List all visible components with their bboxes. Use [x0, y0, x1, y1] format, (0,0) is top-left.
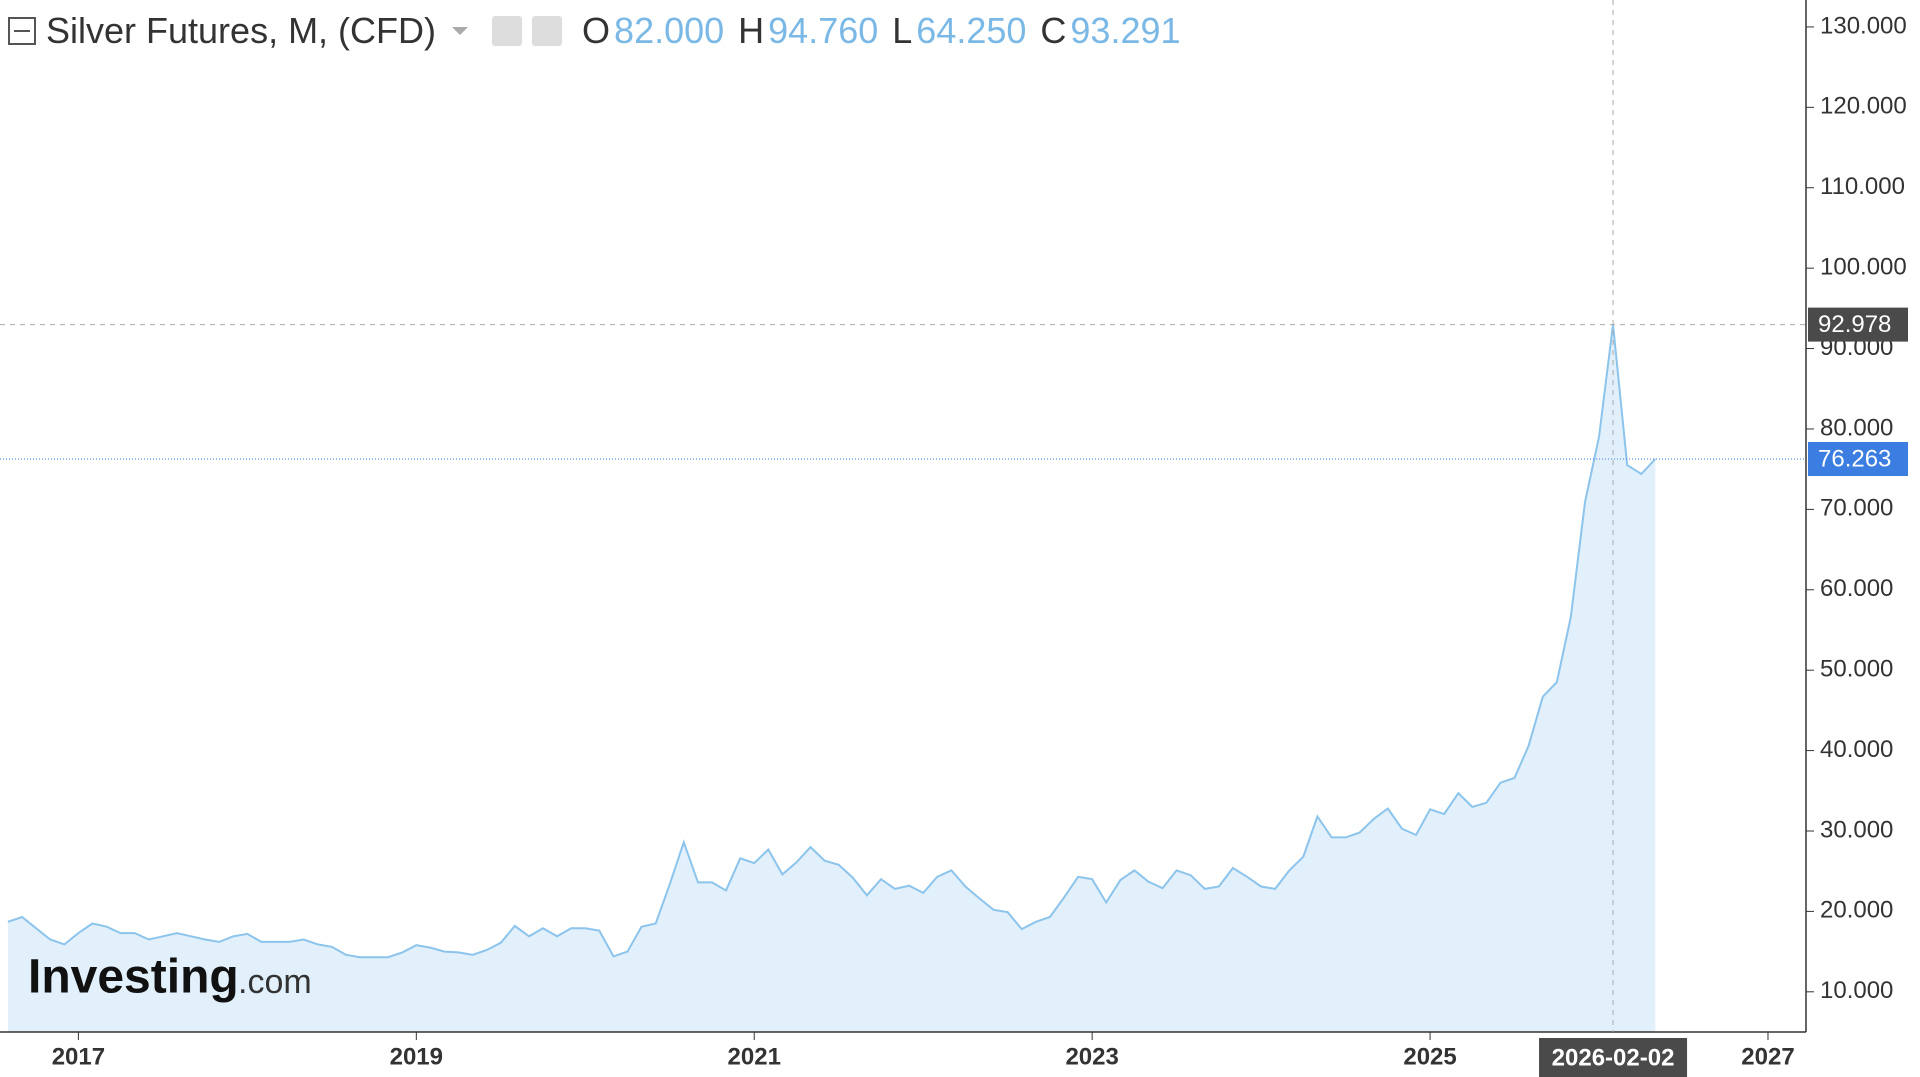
- ohlc-value: 64.250: [916, 10, 1027, 51]
- y-tick-label: 30.000: [1820, 816, 1893, 843]
- x-tick-label: 2027: [1741, 1043, 1794, 1070]
- y-tick-label: 60.000: [1820, 575, 1893, 602]
- ohlc: O 82.000 H 94.760 L 64.250 C 93.291: [572, 10, 1180, 52]
- ohlc-value: 82.000: [614, 10, 725, 51]
- y-tick-label: 70.000: [1820, 495, 1893, 522]
- crosshair-date-box: [1539, 1038, 1688, 1077]
- logo-main: Investing: [28, 951, 239, 1004]
- x-tick-label: 2021: [728, 1043, 781, 1070]
- y-tick-label: 130.000: [1820, 12, 1907, 39]
- visibility-icon[interactable]: [492, 16, 523, 46]
- area: [7, 324, 1656, 1033]
- ohlc-key: C: [1040, 10, 1067, 51]
- y-tick-label: 110.000: [1820, 173, 1905, 200]
- y-tick-label: 40.000: [1820, 736, 1893, 763]
- y-tick-label: 100.000: [1820, 253, 1907, 280]
- last-price-label: 76.263: [1818, 445, 1891, 472]
- ohlc-value: 93.291: [1070, 10, 1181, 51]
- crosshair-value-box: [1808, 307, 1908, 342]
- y-tick-label: 120.000: [1820, 93, 1907, 120]
- y-tick-label: 80.000: [1820, 414, 1893, 441]
- x-tick-label: 2017: [52, 1043, 105, 1070]
- chart-title: Silver Futures, M, (CFD): [46, 10, 437, 51]
- crosshair-date-label: 2026-02-02: [1552, 1044, 1675, 1071]
- plot: [0, 0, 1814, 1040]
- y-tick-label: 50.000: [1820, 656, 1893, 683]
- x-tick-label: 2025: [1403, 1043, 1456, 1070]
- dropdown[interactable]: [452, 27, 469, 35]
- settings-icon[interactable]: [532, 16, 563, 46]
- last-price-box: [1808, 442, 1908, 477]
- collapse-button[interactable]: [8, 17, 36, 45]
- ohlc-key: H: [738, 10, 765, 51]
- ohlc-value: 94.760: [768, 10, 879, 51]
- ohlc-key: O: [582, 10, 611, 51]
- crosshair-value-label: 92.978: [1818, 311, 1891, 338]
- y-tick-label: 20.000: [1820, 897, 1893, 924]
- y-tick-label: 10.000: [1820, 977, 1893, 1004]
- logo-suffix: .com: [238, 963, 312, 1001]
- x-tick-label: 2023: [1065, 1043, 1118, 1070]
- header: Silver Futures, M, (CFD) O 82.000 H 94.760 L…: [8, 10, 1181, 52]
- x-tick-label: 2019: [390, 1043, 443, 1070]
- ohlc-key: L: [892, 10, 913, 51]
- line: [7, 324, 1657, 959]
